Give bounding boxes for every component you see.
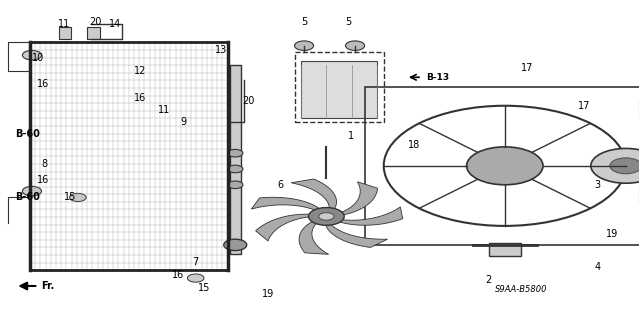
Text: 14: 14 bbox=[109, 19, 121, 28]
Text: 16: 16 bbox=[134, 93, 147, 103]
Text: 5: 5 bbox=[346, 17, 352, 27]
Text: 10: 10 bbox=[32, 53, 44, 63]
Polygon shape bbox=[340, 182, 378, 215]
Text: 19: 19 bbox=[605, 229, 618, 239]
Circle shape bbox=[188, 274, 204, 282]
Circle shape bbox=[346, 41, 365, 50]
Text: 19: 19 bbox=[262, 289, 274, 299]
Text: 20: 20 bbox=[243, 96, 255, 106]
Circle shape bbox=[294, 41, 314, 50]
Text: 8: 8 bbox=[42, 159, 48, 169]
Text: 9: 9 bbox=[180, 116, 186, 127]
Text: 13: 13 bbox=[215, 45, 227, 56]
Text: B-60: B-60 bbox=[15, 192, 40, 203]
Circle shape bbox=[228, 149, 243, 157]
Polygon shape bbox=[255, 214, 311, 241]
Polygon shape bbox=[299, 221, 329, 254]
Text: 5: 5 bbox=[301, 17, 307, 27]
Text: 1: 1 bbox=[348, 131, 354, 141]
Circle shape bbox=[591, 148, 640, 183]
Bar bbox=[294, 52, 384, 122]
Bar bbox=[489, 243, 521, 256]
Bar bbox=[639, 100, 640, 118]
Polygon shape bbox=[326, 224, 388, 248]
Text: 7: 7 bbox=[193, 257, 199, 267]
Text: S9AA-B5800: S9AA-B5800 bbox=[495, 285, 548, 294]
Text: 15: 15 bbox=[198, 283, 210, 293]
Circle shape bbox=[22, 186, 42, 196]
Text: B-13: B-13 bbox=[426, 73, 449, 82]
Circle shape bbox=[610, 158, 640, 174]
Circle shape bbox=[319, 213, 334, 220]
Text: 18: 18 bbox=[408, 140, 420, 150]
Polygon shape bbox=[339, 207, 403, 225]
Text: 16: 16 bbox=[36, 78, 49, 89]
Circle shape bbox=[228, 181, 243, 189]
Text: 3: 3 bbox=[594, 180, 600, 190]
Text: 6: 6 bbox=[277, 180, 284, 190]
Text: Fr.: Fr. bbox=[41, 281, 54, 291]
Text: 11: 11 bbox=[157, 106, 170, 115]
Circle shape bbox=[224, 239, 246, 250]
Bar bbox=[301, 62, 378, 118]
Text: B-60: B-60 bbox=[15, 129, 40, 139]
Polygon shape bbox=[252, 197, 320, 211]
Bar bbox=[639, 185, 640, 204]
Circle shape bbox=[467, 147, 543, 185]
Text: 20: 20 bbox=[90, 17, 102, 27]
Bar bbox=[230, 65, 241, 254]
Bar bbox=[59, 27, 72, 39]
Text: 16: 16 bbox=[172, 270, 185, 280]
Circle shape bbox=[228, 165, 243, 173]
Text: 12: 12 bbox=[134, 66, 147, 76]
Text: 11: 11 bbox=[58, 19, 70, 28]
Text: 17: 17 bbox=[521, 63, 533, 73]
Text: 16: 16 bbox=[36, 175, 49, 185]
Circle shape bbox=[70, 193, 86, 202]
Bar bbox=[88, 27, 100, 39]
Circle shape bbox=[308, 208, 344, 225]
Text: 2: 2 bbox=[486, 275, 492, 285]
Text: 4: 4 bbox=[594, 262, 600, 272]
Text: 15: 15 bbox=[64, 192, 76, 203]
Circle shape bbox=[22, 50, 42, 60]
Bar bbox=[365, 87, 640, 245]
Text: 17: 17 bbox=[579, 101, 591, 111]
Polygon shape bbox=[291, 179, 337, 210]
